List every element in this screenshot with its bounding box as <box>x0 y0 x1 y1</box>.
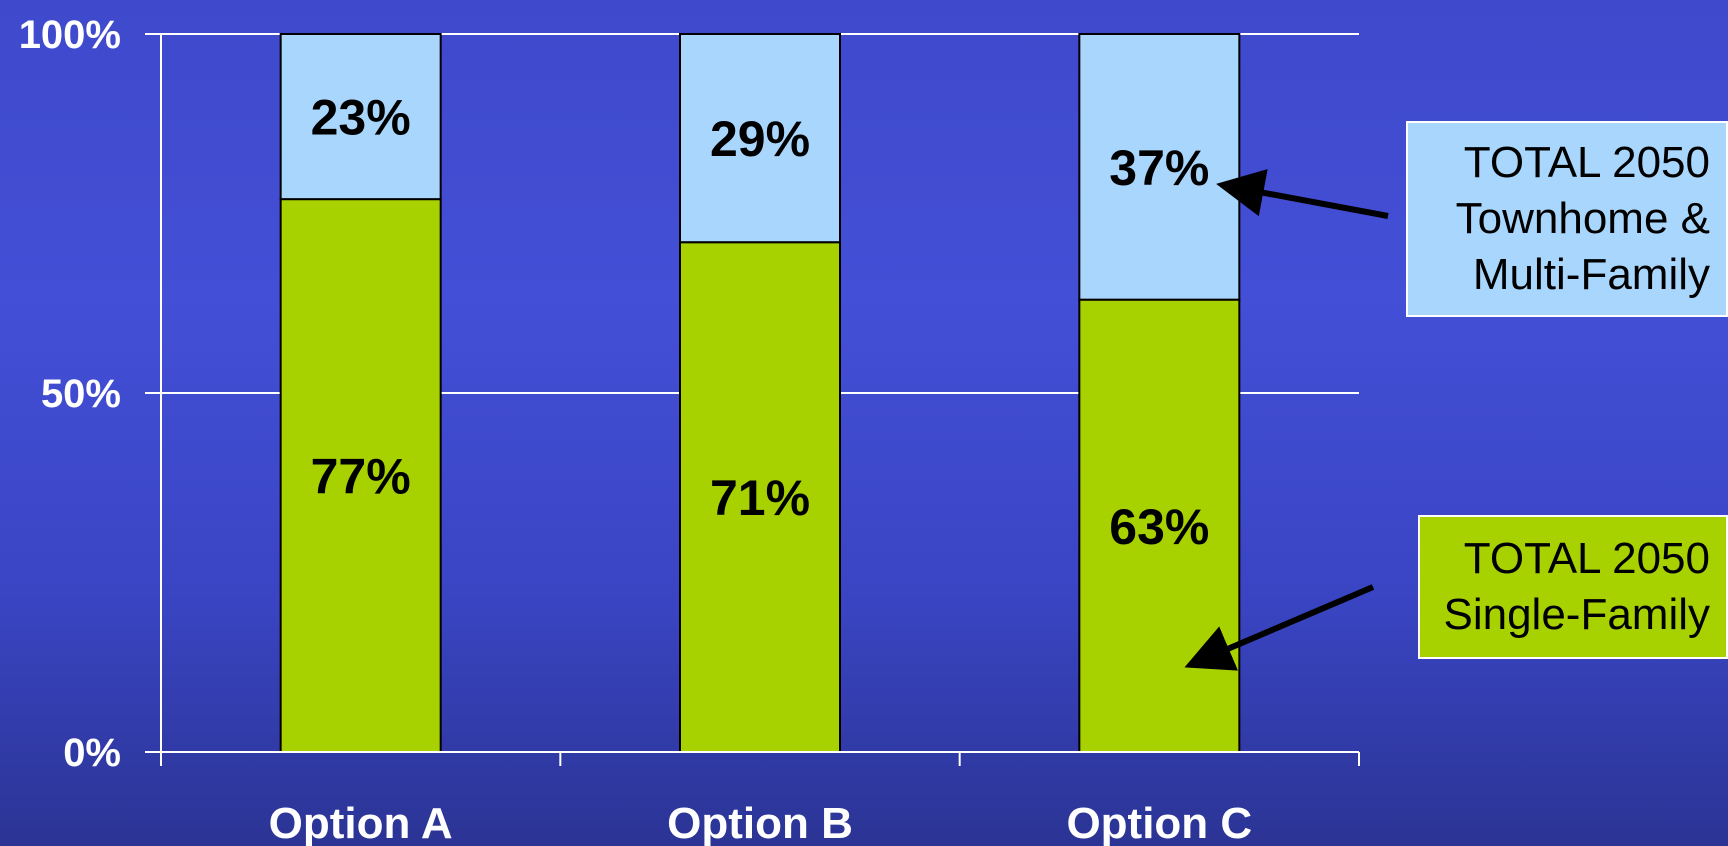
y-tick-label-50: 50% <box>41 372 121 416</box>
callout-singlefamily-line-1: TOTAL 2050 <box>1463 534 1710 583</box>
data-label-2-1: 71% <box>710 470 810 526</box>
y-tick-label-100: 100% <box>19 13 121 57</box>
callout-singlefamily: TOTAL 2050 Single-Family <box>1418 515 1728 659</box>
axis-layer <box>145 33 1360 766</box>
callout-multifamily-line-1: TOTAL 2050 <box>1463 138 1710 187</box>
multifamily-arrow <box>1216 169 1389 219</box>
bar-1-segment-2 <box>279 33 442 201</box>
category-label-2: Option B <box>667 799 853 846</box>
callout-singlefamily-line-2: Single-Family <box>1443 590 1710 639</box>
category-label-1: Option A <box>269 799 453 846</box>
data-label-3-1: 63% <box>1109 499 1209 555</box>
bar-2-segment-1 <box>679 241 841 753</box>
data-label-1-1: 77% <box>311 449 411 505</box>
callout-multifamily: TOTAL 2050 Townhome & Multi-Family <box>1406 121 1728 317</box>
bar-2-segment-2 <box>679 33 841 244</box>
bar-3-segment-1 <box>1078 298 1241 753</box>
label-layer: 0% 50% 100% 77% 23% Option A 71% 29% Option B 63%… <box>19 13 1253 846</box>
arrow-layer <box>1184 169 1389 671</box>
bar-layer <box>279 33 1241 753</box>
callout-multifamily-line-3: Multi-Family <box>1472 250 1710 299</box>
data-label-2-2: 29% <box>710 111 810 167</box>
callout-multifamily-line-2: Townhome & <box>1455 194 1710 243</box>
data-label-3-2: 37% <box>1109 140 1209 196</box>
bar-1-segment-1 <box>279 198 442 753</box>
singlefamily-arrow <box>1184 584 1375 671</box>
bar-3-segment-2 <box>1078 33 1241 301</box>
data-label-1-2: 23% <box>311 90 411 146</box>
y-tick-label-0: 0% <box>63 731 121 775</box>
category-label-3: Option C <box>1066 799 1252 846</box>
